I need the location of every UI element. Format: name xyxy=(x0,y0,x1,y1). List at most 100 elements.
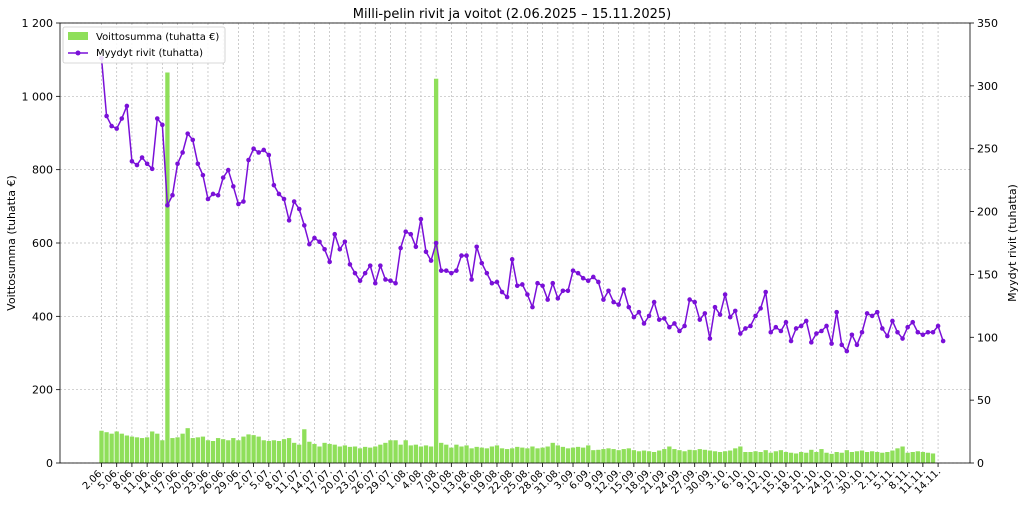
line-point xyxy=(195,161,201,167)
right-tick-label: 100 xyxy=(977,331,998,344)
bar xyxy=(378,444,383,463)
line-point xyxy=(829,341,834,346)
bar xyxy=(357,448,363,463)
bar xyxy=(859,450,865,463)
bar xyxy=(124,435,130,463)
line-point xyxy=(560,288,566,294)
bar xyxy=(226,440,231,463)
line-point xyxy=(565,288,571,294)
line-point xyxy=(712,304,718,310)
bar xyxy=(636,451,642,463)
bar xyxy=(728,450,733,463)
bar xyxy=(322,442,327,463)
line-point xyxy=(215,192,221,198)
bar xyxy=(185,428,190,463)
bar xyxy=(180,433,185,463)
left-tick-label: 200 xyxy=(32,384,53,397)
bar xyxy=(621,449,626,463)
line-point xyxy=(185,131,190,136)
line-point xyxy=(580,275,586,281)
legend-bar-label: Voittosumma (tuhatta €) xyxy=(96,32,219,43)
line-point xyxy=(134,162,140,168)
line-point xyxy=(104,113,109,119)
line-point xyxy=(484,270,490,276)
line-point xyxy=(342,239,348,245)
line-point xyxy=(175,161,180,167)
bar xyxy=(920,452,926,463)
bar xyxy=(530,446,535,463)
line-point xyxy=(768,329,774,335)
right-tick-label: 250 xyxy=(977,143,998,156)
bar xyxy=(743,452,748,463)
line-point xyxy=(459,253,464,258)
bar xyxy=(677,450,682,463)
bar xyxy=(444,444,449,463)
bar xyxy=(915,451,920,463)
chart-title: Milli-pelin rivit ja voitot (2.06.2025 –… xyxy=(353,7,671,22)
bar xyxy=(646,451,652,463)
line-point xyxy=(844,348,850,354)
bar xyxy=(327,443,332,463)
bar xyxy=(297,444,302,463)
line-point xyxy=(357,278,363,284)
line-point xyxy=(438,268,444,273)
bar xyxy=(423,445,429,463)
line-point xyxy=(291,199,297,204)
bar xyxy=(195,437,200,463)
line-point xyxy=(286,218,292,223)
line-point xyxy=(697,317,703,322)
line-point xyxy=(732,308,738,314)
line-point xyxy=(367,263,373,268)
bar xyxy=(611,449,616,463)
bar xyxy=(626,448,631,463)
bar xyxy=(606,448,611,463)
bar xyxy=(895,448,900,463)
line-point xyxy=(778,328,784,334)
line-point xyxy=(636,309,642,315)
left-tick-label: 400 xyxy=(32,310,53,323)
bar xyxy=(241,436,246,463)
line-point xyxy=(114,126,120,131)
line-point xyxy=(890,318,895,324)
bar xyxy=(200,436,206,463)
line-point xyxy=(469,277,474,282)
bar xyxy=(362,446,368,463)
line-point xyxy=(651,299,657,305)
right-axis-ticks: 0 50 100 150 200 250 300 350 xyxy=(970,17,998,470)
bar xyxy=(814,452,819,463)
line-point xyxy=(514,283,520,289)
line-point xyxy=(418,216,424,222)
bar xyxy=(697,449,702,463)
bar xyxy=(469,448,474,463)
bar xyxy=(388,440,393,463)
bar xyxy=(616,450,621,463)
line-point xyxy=(307,241,312,247)
bar xyxy=(768,452,773,463)
line-point xyxy=(372,280,378,286)
right-tick-label: 0 xyxy=(977,457,984,470)
line-point xyxy=(205,196,211,202)
left-tick-label: 800 xyxy=(32,164,53,177)
bar xyxy=(738,446,743,463)
bar xyxy=(854,451,860,463)
line-point xyxy=(788,338,794,344)
left-tick-label: 600 xyxy=(32,237,53,250)
bar xyxy=(662,449,667,463)
line-point xyxy=(525,292,530,297)
line-point xyxy=(935,323,941,329)
line-point xyxy=(489,280,495,286)
line-point xyxy=(509,257,515,262)
line-point xyxy=(423,249,429,255)
line-point xyxy=(575,270,581,276)
bar xyxy=(104,432,109,463)
line-point xyxy=(210,191,216,197)
line-point xyxy=(241,199,246,204)
bar xyxy=(271,440,277,463)
bar xyxy=(844,450,849,463)
bar xyxy=(286,438,292,463)
line-point xyxy=(621,287,627,292)
line-point xyxy=(398,245,403,251)
bar xyxy=(474,446,479,463)
line-point xyxy=(256,150,261,155)
